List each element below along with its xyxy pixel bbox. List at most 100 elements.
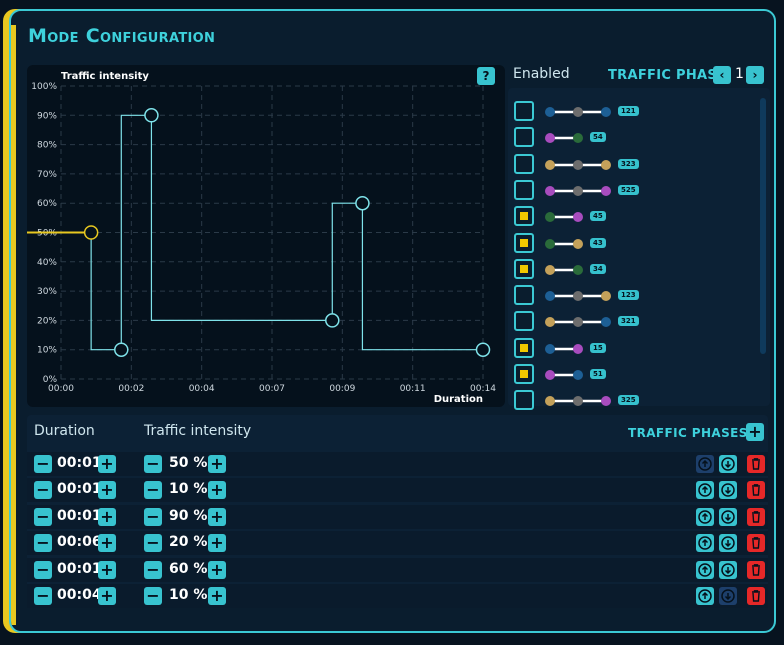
y-tick-label: 20%	[37, 316, 57, 326]
duration-decrease-button[interactable]: −	[34, 587, 52, 605]
y-tick-label: 90%	[37, 111, 57, 121]
duration-increase-button[interactable]: +	[98, 587, 116, 605]
table-row: −00:04 + −10 % +	[27, 584, 768, 608]
traffic-phases-header: TRAFFIC PHASES	[628, 426, 748, 440]
duration-increase-button[interactable]: +	[98, 507, 116, 526]
prev-page-button[interactable]: ‹	[713, 66, 731, 84]
phase-sequence-icon	[545, 133, 583, 144]
duration-increase-button[interactable]: +	[98, 534, 116, 553]
phase-enabled-checkbox[interactable]	[514, 258, 534, 279]
move-down-button[interactable]	[719, 481, 737, 500]
data-point	[144, 108, 159, 123]
checkbox-check-mark	[520, 212, 528, 221]
phase-sequence-icon	[545, 396, 611, 407]
add-row-button[interactable]: +	[746, 423, 764, 441]
move-up-button[interactable]	[696, 507, 714, 526]
phase-row: 123	[514, 285, 744, 307]
page-title: Mode Configuration	[28, 25, 216, 47]
arrow-up-icon	[698, 483, 712, 498]
intensity-increase-button[interactable]: +	[208, 534, 226, 553]
phase-row: 51	[514, 364, 744, 386]
phase-enabled-checkbox[interactable]	[514, 285, 534, 306]
duration-decrease-button[interactable]: −	[34, 455, 52, 473]
intensity-table: Duration Traffic intensity TRAFFIC PHASE…	[27, 415, 768, 608]
help-button[interactable]: ?	[477, 67, 495, 85]
phase-code-badge: 51	[590, 369, 606, 379]
intensity-value: 10 %	[169, 587, 208, 603]
phase-enabled-checkbox[interactable]	[514, 232, 534, 253]
move-up-button[interactable]	[696, 560, 714, 579]
intensity-decrease-button[interactable]: −	[144, 481, 162, 500]
intensity-decrease-button[interactable]: −	[144, 560, 162, 579]
phase-enabled-checkbox[interactable]	[514, 101, 534, 121]
move-down-button[interactable]	[719, 534, 737, 553]
duration-increase-button[interactable]: +	[98, 560, 116, 579]
duration-value: 00:01	[57, 507, 102, 524]
checkbox-check-mark	[520, 343, 528, 352]
duration-decrease-button[interactable]: −	[34, 507, 52, 526]
phase-sequence-icon	[545, 343, 583, 354]
phase-list-header: Enabled TRAFFIC PHASE ‹ 1 ›	[513, 66, 768, 86]
arrow-down-icon	[721, 510, 735, 524]
arrow-up-icon	[698, 457, 712, 471]
delete-row-button[interactable]	[747, 481, 765, 500]
duration-decrease-button[interactable]: −	[34, 534, 52, 553]
phase-sequence-icon	[545, 317, 611, 328]
x-tick-label: 00:11	[400, 384, 426, 394]
phase-code-badge: 54	[590, 132, 606, 143]
duration-increase-button[interactable]: +	[98, 481, 116, 500]
mode-configuration-panel: Mode Configuration Traffic intensity ? 0…	[9, 9, 776, 633]
phase-list-scrollbar[interactable]	[760, 98, 766, 354]
x-tick-label: 00:02	[118, 384, 144, 394]
move-down-button[interactable]	[719, 560, 737, 579]
duration-increase-button[interactable]: +	[98, 455, 116, 473]
phase-sequence-icon	[545, 159, 611, 170]
intensity-decrease-button[interactable]: −	[144, 455, 162, 473]
phase-row: 525	[514, 179, 744, 202]
move-up-button[interactable]	[696, 455, 714, 473]
move-down-button[interactable]	[719, 587, 737, 605]
delete-row-button[interactable]	[747, 534, 765, 553]
trash-icon	[752, 590, 760, 602]
phase-enabled-checkbox[interactable]	[514, 153, 534, 174]
intensity-decrease-button[interactable]: −	[144, 534, 162, 553]
move-up-button[interactable]	[696, 534, 714, 553]
delete-row-button[interactable]	[747, 507, 765, 526]
arrow-down-icon	[721, 589, 735, 603]
chart-plot[interactable]: 0%10%20%30%40%50%60%70%80%90%100%00:0000…	[27, 65, 505, 407]
duration-decrease-button[interactable]: −	[34, 560, 52, 579]
delete-row-button[interactable]	[747, 560, 765, 579]
move-up-button[interactable]	[696, 481, 714, 500]
phase-enabled-checkbox[interactable]	[514, 337, 534, 358]
phase-code-badge: 34	[590, 263, 606, 274]
phase-enabled-checkbox[interactable]	[514, 390, 534, 411]
intensity-decrease-button[interactable]: −	[144, 507, 162, 526]
x-tick-label: 00:14	[470, 384, 496, 394]
intensity-increase-button[interactable]: +	[208, 507, 226, 526]
series-line	[90, 114, 483, 351]
duration-decrease-button[interactable]: −	[34, 481, 52, 500]
trash-icon	[752, 537, 760, 549]
move-down-button[interactable]	[719, 507, 737, 526]
next-page-button[interactable]: ›	[746, 66, 764, 84]
intensity-increase-button[interactable]: +	[208, 455, 226, 473]
intensity-increase-button[interactable]: +	[208, 481, 226, 500]
move-down-button[interactable]	[719, 455, 737, 473]
delete-row-button[interactable]	[747, 587, 765, 605]
intensity-decrease-button[interactable]: −	[144, 587, 162, 605]
move-up-button[interactable]	[696, 587, 714, 605]
phase-enabled-checkbox[interactable]	[514, 127, 534, 148]
phase-sequence-icon	[545, 291, 611, 302]
arrow-down-icon	[721, 483, 735, 498]
phase-enabled-checkbox[interactable]	[514, 206, 534, 227]
delete-row-button[interactable]	[747, 455, 765, 473]
phase-code-badge: 123	[618, 290, 639, 301]
intensity-increase-button[interactable]: +	[208, 560, 226, 579]
phase-enabled-checkbox[interactable]	[514, 364, 534, 384]
phase-enabled-checkbox[interactable]	[514, 311, 534, 332]
phase-enabled-checkbox[interactable]	[514, 179, 534, 200]
data-point	[83, 225, 99, 240]
y-tick-label: 10%	[37, 346, 57, 356]
intensity-increase-button[interactable]: +	[208, 587, 226, 605]
duration-value: 00:06	[57, 534, 102, 551]
